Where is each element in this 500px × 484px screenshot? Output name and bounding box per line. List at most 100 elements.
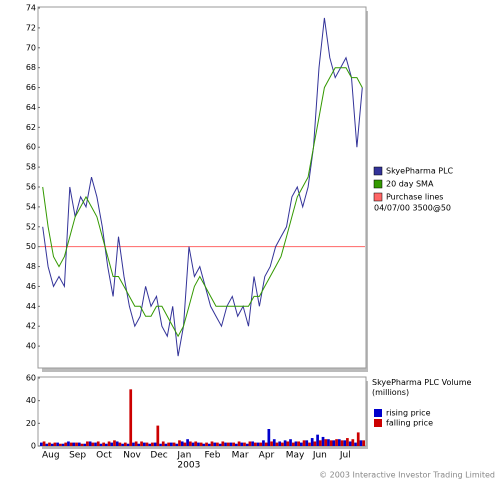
- volume-bar: [61, 443, 65, 446]
- volume-bar: [142, 442, 146, 446]
- volume-bar: [216, 442, 219, 446]
- volume-bar: [58, 443, 62, 446]
- y-tick-label: 74: [26, 4, 36, 13]
- volume-bar: [346, 438, 349, 446]
- volume-bar: [297, 441, 300, 446]
- legend-swatch: [373, 179, 383, 189]
- volume-bar: [262, 440, 265, 446]
- legend-label: falling price: [386, 419, 433, 428]
- volume-bar: [145, 442, 149, 446]
- x-tick-label: Dec: [150, 451, 167, 461]
- volume-bar: [115, 441, 119, 446]
- volume-bar: [113, 440, 116, 446]
- volume-bar: [232, 442, 235, 446]
- y-tick-label: 40: [26, 342, 36, 351]
- volume-bar: [91, 442, 95, 446]
- y-tick-label: 46: [26, 282, 36, 291]
- volume-bar: [170, 442, 173, 446]
- volume-bar: [270, 441, 273, 446]
- volume-bar: [237, 441, 241, 446]
- volume-bar: [48, 442, 51, 446]
- volume-bar: [283, 440, 287, 446]
- volume-bar: [53, 442, 57, 446]
- volume-bar: [102, 442, 105, 446]
- volume-bar: [224, 442, 227, 446]
- volume-bar: [107, 441, 111, 446]
- volume-bar: [69, 442, 73, 446]
- volume-bar: [221, 441, 225, 446]
- volume-bar: [202, 443, 206, 446]
- volume-bar: [302, 440, 306, 446]
- volume-bar: [194, 441, 198, 446]
- volume-bar: [132, 442, 135, 446]
- x-tick-label: Mar: [232, 451, 249, 461]
- volume-bar: [99, 443, 103, 446]
- volume-bar: [80, 443, 84, 446]
- volume-bar: [251, 441, 254, 446]
- legend-label: Purchase lines: [386, 193, 443, 202]
- volume-bar: [213, 442, 217, 446]
- x-tick-label: Aug: [42, 451, 60, 461]
- volume-bar: [278, 441, 282, 446]
- volume-bar: [210, 441, 214, 446]
- x-tick-label: Jan: [176, 451, 191, 461]
- volume-bar: [356, 432, 360, 446]
- volume-bar: [240, 442, 244, 446]
- y-tick-label: 70: [26, 43, 36, 52]
- volume-bar: [178, 440, 181, 446]
- volume-bar: [267, 429, 271, 446]
- volume-bar: [289, 439, 292, 446]
- volume-bar: [56, 442, 59, 446]
- y-tick-label: 52: [26, 222, 36, 231]
- legend-label: rising price: [386, 409, 431, 418]
- y-tick-label: 64: [26, 103, 36, 112]
- y-tick-label: 0: [31, 442, 36, 451]
- volume-bar: [110, 442, 114, 446]
- volume-bar: [245, 443, 249, 446]
- volume-bar: [235, 443, 238, 446]
- volume-bar: [161, 441, 165, 446]
- volume-bar: [72, 442, 76, 446]
- volume-bar: [337, 439, 341, 446]
- volume-bar: [180, 441, 184, 446]
- copyright: © 2003 Interactive Investor Trading Limi…: [319, 471, 495, 480]
- y-tick-label: 50: [26, 242, 36, 251]
- volume-bar: [354, 442, 357, 446]
- price-panel: [37, 6, 367, 369]
- volume-bar: [88, 441, 92, 446]
- volume-bar: [324, 439, 328, 446]
- volume-bar: [64, 442, 68, 446]
- volume-bar: [188, 441, 192, 446]
- volume-bar: [226, 442, 230, 446]
- y-tick-label: 20: [26, 419, 36, 428]
- y-tick-label: 60: [26, 374, 36, 383]
- volume-bar: [121, 443, 124, 446]
- volume-bar: [42, 441, 46, 446]
- y-tick-label: 68: [26, 63, 36, 72]
- volume-bar: [310, 438, 314, 446]
- volume-bar: [243, 442, 246, 446]
- volume-bar: [183, 442, 187, 446]
- volume-bar: [229, 442, 233, 446]
- y-tick-label: 58: [26, 163, 36, 172]
- price-line: [42, 67, 363, 338]
- volume-bar: [207, 443, 211, 446]
- volume-bar: [50, 443, 54, 446]
- volume-bar: [172, 442, 176, 446]
- x-tick-label: Feb: [205, 451, 221, 461]
- y-tick-label: 66: [26, 83, 36, 92]
- y-tick-label: 44: [26, 302, 36, 311]
- legend-swatch: [373, 192, 383, 202]
- x-tick-label: Oct: [96, 451, 112, 461]
- volume-bar: [359, 440, 363, 446]
- volume-bar: [316, 434, 319, 446]
- volume-bar: [40, 442, 43, 446]
- volume-bar: [94, 442, 97, 446]
- price-line: [42, 17, 363, 357]
- y-tick-label: 62: [26, 123, 36, 132]
- volume-bar: [305, 440, 309, 446]
- volume-bar: [186, 439, 189, 446]
- volume-bar: [77, 442, 81, 446]
- volume-bar: [321, 436, 325, 446]
- x-tick-label: Nov: [123, 451, 141, 461]
